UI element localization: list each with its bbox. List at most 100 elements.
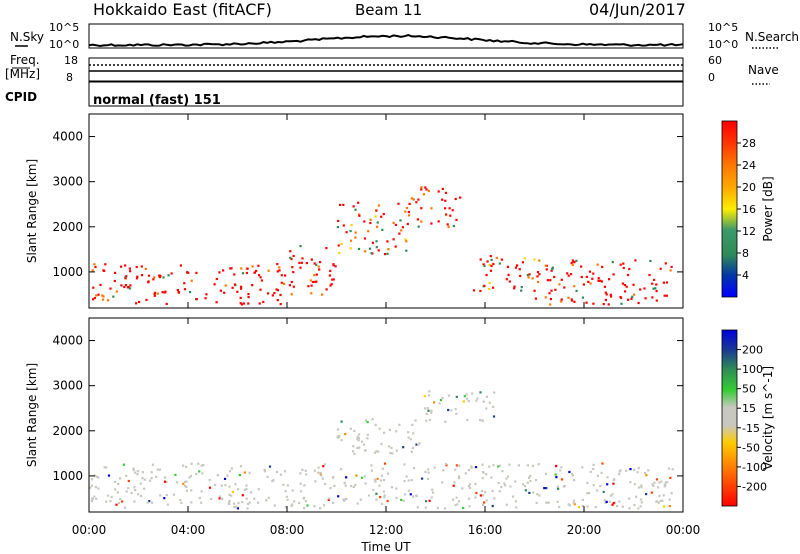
echo-cell [151,463,154,466]
echo-cell [366,437,369,440]
echo-cell [198,496,201,500]
echo-cell [273,504,276,507]
echo-cell [245,484,248,487]
echo-cell [150,501,154,504]
echo-cell [408,202,411,205]
echo-cell [617,473,621,476]
echo-cell [109,500,112,503]
echo-cell [370,252,373,255]
echo-cell [184,480,187,483]
echo-cell [375,209,378,212]
echo-cell [161,291,164,294]
echo-cell [611,261,614,264]
echo-cell [378,484,381,487]
echo-cell [462,400,465,403]
echo-cell [531,464,535,468]
echo-cell [648,273,651,277]
echo-cell [490,476,493,479]
echo-cell [327,498,330,501]
echo-cell [144,267,147,270]
echo-cell [668,498,671,501]
x-tick-label: 00:00 [666,523,701,537]
echo-cell [318,268,321,271]
echo-cell [454,504,457,507]
echo-cell [148,500,151,503]
echo-cell [107,474,111,477]
freq-strip-frame [88,57,684,82]
echo-cell [489,269,493,272]
echo-cell [198,470,201,473]
echo-cell [455,496,458,499]
echo-cell [231,490,234,494]
echo-cell [490,264,493,267]
echo-cell [328,497,331,500]
echo-cell [405,249,408,252]
echo-cell [115,290,118,293]
echo-cell [224,484,227,487]
echo-cell [336,428,340,431]
echo-cell [101,294,104,297]
echo-cell [623,284,626,287]
echo-cell [258,274,261,277]
echo-cell [140,494,143,497]
echo-cell [424,470,427,473]
echo-cell [189,474,193,478]
echo-cell [533,258,536,261]
echo-cell [663,483,666,486]
echo-cell [99,283,102,286]
echo-cell [492,405,495,408]
echo-cell [315,280,318,283]
echo-cell [180,501,183,505]
echo-cell [343,499,346,502]
echo-cell [410,479,413,482]
echo-cell [500,258,503,261]
echo-cell [483,284,486,287]
echo-cell [120,265,123,268]
echo-cell [279,473,282,476]
echo-cell [493,391,496,394]
echo-cell [621,505,624,508]
echo-cell [263,470,266,473]
echo-cell [585,301,588,304]
colorbar-tick-label: -50 [742,441,760,454]
echo-cell [377,450,380,453]
echo-cell [468,505,471,508]
echo-cell [610,295,613,298]
echo-cell [241,494,244,497]
echo-cell [292,271,295,274]
echo-cell [555,476,558,479]
echo-cell [95,475,98,478]
echo-cell [479,258,482,261]
echo-cell [113,279,116,283]
echo-cell [188,476,191,479]
echo-cell [461,487,464,490]
colorbar-tick-label: 200 [742,344,763,357]
echo-cell [555,464,558,467]
echo-cell [437,220,440,223]
echo-cell [301,468,304,471]
echo-cell [379,479,383,482]
echo-cell [603,285,606,288]
echo-cell [167,274,170,277]
echo-cell [377,204,380,207]
echo-cell [654,287,657,290]
echo-cell [375,498,378,501]
echo-cell [407,489,410,492]
echo-cell [183,282,186,285]
echo-cell [236,507,239,510]
echo-cell [325,288,328,291]
echo-cell [485,273,488,277]
echo-cell [637,507,640,510]
echo-cell [374,215,377,218]
echo-cell [655,289,658,293]
echo-cell [665,294,668,297]
echo-cell [622,266,625,270]
echo-cell [284,506,287,509]
echo-cell [226,474,229,477]
echo-cell [485,407,488,410]
echo-cell [670,265,673,268]
echo-cell [380,474,384,477]
echo-cell [498,464,502,467]
echo-cell [383,479,386,482]
echo-cell [268,465,272,468]
